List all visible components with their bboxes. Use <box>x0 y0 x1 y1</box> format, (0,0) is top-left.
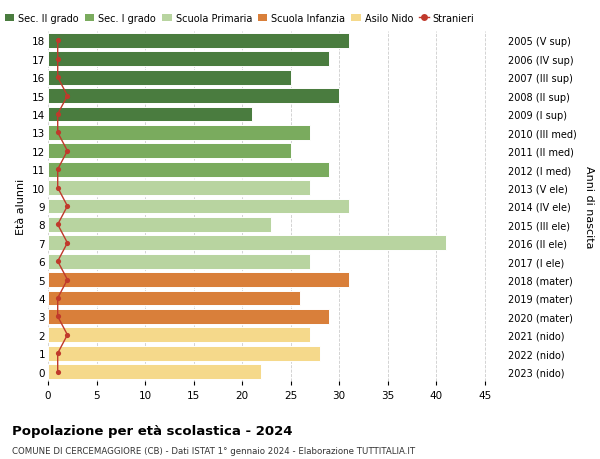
Bar <box>48 254 310 269</box>
Point <box>53 74 62 82</box>
Point <box>53 185 62 192</box>
Point <box>53 56 62 63</box>
Bar <box>48 199 349 214</box>
Text: Popolazione per età scolastica - 2024: Popolazione per età scolastica - 2024 <box>12 425 293 437</box>
Bar <box>48 144 290 159</box>
Bar <box>48 52 329 67</box>
Bar <box>48 309 329 324</box>
Point <box>53 368 62 375</box>
Point <box>53 166 62 174</box>
Bar <box>48 34 349 49</box>
Point <box>53 129 62 137</box>
Bar <box>48 89 339 104</box>
Point <box>62 203 72 210</box>
Bar <box>48 126 310 140</box>
Bar <box>48 364 262 379</box>
Bar <box>48 107 252 122</box>
Point <box>62 276 72 284</box>
Y-axis label: Anni di nascita: Anni di nascita <box>584 165 593 248</box>
Point <box>62 240 72 247</box>
Point <box>62 93 72 100</box>
Point <box>53 38 62 45</box>
Bar <box>48 291 300 306</box>
Bar <box>48 273 349 287</box>
Bar <box>48 162 329 177</box>
Legend: Sec. II grado, Sec. I grado, Scuola Primaria, Scuola Infanzia, Asilo Nido, Stran: Sec. II grado, Sec. I grado, Scuola Prim… <box>5 14 475 24</box>
Point <box>53 221 62 229</box>
Bar <box>48 346 320 361</box>
Point <box>53 295 62 302</box>
Point <box>53 111 62 118</box>
Bar <box>48 181 310 196</box>
Bar <box>48 71 290 85</box>
Bar <box>48 236 446 251</box>
Y-axis label: Età alunni: Età alunni <box>16 179 26 235</box>
Point <box>62 148 72 155</box>
Point <box>53 350 62 357</box>
Bar <box>48 218 271 232</box>
Point <box>53 258 62 265</box>
Point <box>62 331 72 339</box>
Point <box>53 313 62 320</box>
Bar <box>48 328 310 342</box>
Text: COMUNE DI CERCEMAGGIORE (CB) - Dati ISTAT 1° gennaio 2024 - Elaborazione TUTTITA: COMUNE DI CERCEMAGGIORE (CB) - Dati ISTA… <box>12 446 415 455</box>
